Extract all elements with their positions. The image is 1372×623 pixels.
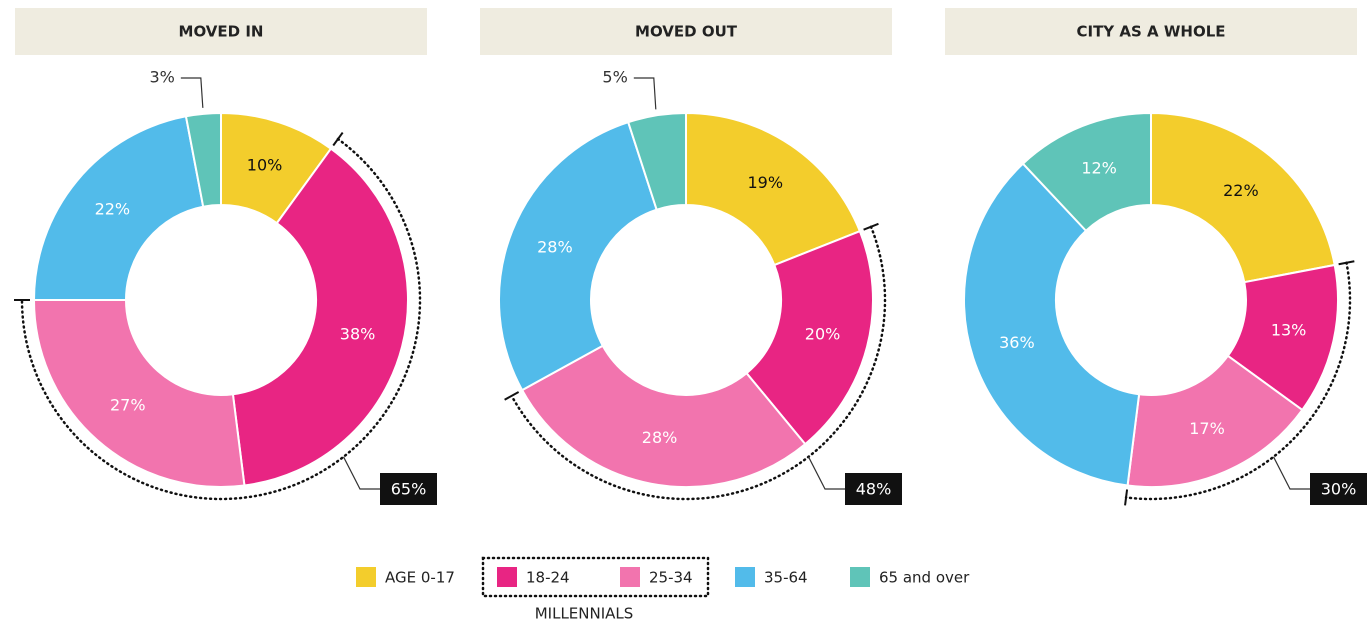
bracket-tick <box>1124 489 1129 506</box>
legend-group-label: MILLENNIALS <box>535 605 634 623</box>
slice-label: 3% <box>149 68 174 87</box>
slice-label: 12% <box>1081 158 1117 177</box>
leader-line <box>807 456 845 490</box>
slice-label: 17% <box>1189 419 1225 438</box>
slice <box>498 120 658 392</box>
slice-label: 10% <box>247 155 283 174</box>
header-box <box>15 8 427 55</box>
chart-title: CITY AS A WHOLE <box>1076 23 1225 41</box>
slice <box>32 115 205 301</box>
slice <box>520 344 807 488</box>
millennials-bracket <box>510 225 887 501</box>
legend-label: 25-34 <box>649 569 693 587</box>
slice-label: 28% <box>642 428 678 447</box>
total-box <box>1310 473 1367 505</box>
slice-label: 36% <box>999 333 1035 352</box>
slice-label: 20% <box>805 325 841 344</box>
slice <box>184 111 222 208</box>
bracket-tick <box>332 131 344 147</box>
slice <box>685 111 862 267</box>
slice <box>32 299 246 488</box>
slice-label: 28% <box>537 238 573 257</box>
millennials-bracket <box>1124 261 1352 501</box>
total-box <box>845 473 902 505</box>
slice <box>1150 111 1336 284</box>
legend-swatch <box>620 567 640 587</box>
legend-swatch <box>850 567 870 587</box>
legend-swatch <box>735 567 755 587</box>
slice-label: 38% <box>340 325 376 344</box>
slice-label: 19% <box>747 173 783 192</box>
slice <box>745 229 874 446</box>
legend-label: 35-64 <box>764 569 808 587</box>
header-box <box>480 8 892 55</box>
slice <box>1126 354 1304 488</box>
millennials-total: 30% <box>1321 480 1357 499</box>
total-box <box>380 473 437 505</box>
bracket-tick <box>504 391 520 401</box>
slice-label: 27% <box>110 395 146 414</box>
leader-line <box>633 77 657 110</box>
leader-line <box>180 77 204 108</box>
bracket-tick <box>1338 260 1355 266</box>
leader-line <box>342 456 380 490</box>
chart-title: MOVED IN <box>179 23 264 41</box>
slice-label: 5% <box>602 68 627 87</box>
chart-title: MOVED OUT <box>635 23 738 41</box>
leader-line <box>1272 456 1310 490</box>
slice-label: 22% <box>1223 181 1259 200</box>
legend-swatch <box>356 567 376 587</box>
millennials-total: 48% <box>856 480 892 499</box>
millennials-group-box <box>481 556 710 598</box>
millennials-total: 65% <box>391 480 427 499</box>
slice <box>1021 111 1152 233</box>
millennials-bracket <box>20 137 422 501</box>
slice <box>231 147 409 487</box>
legend-label: 65 and over <box>879 569 970 587</box>
slice <box>626 111 687 211</box>
legend-label: 18-24 <box>526 569 570 587</box>
legend-label: AGE 0-17 <box>385 569 455 587</box>
slice-label: 22% <box>95 200 131 219</box>
slice <box>963 162 1141 487</box>
slice-label: 13% <box>1271 320 1307 339</box>
bracket-tick <box>863 222 879 231</box>
legend-swatch <box>497 567 517 587</box>
header-box <box>945 8 1357 55</box>
